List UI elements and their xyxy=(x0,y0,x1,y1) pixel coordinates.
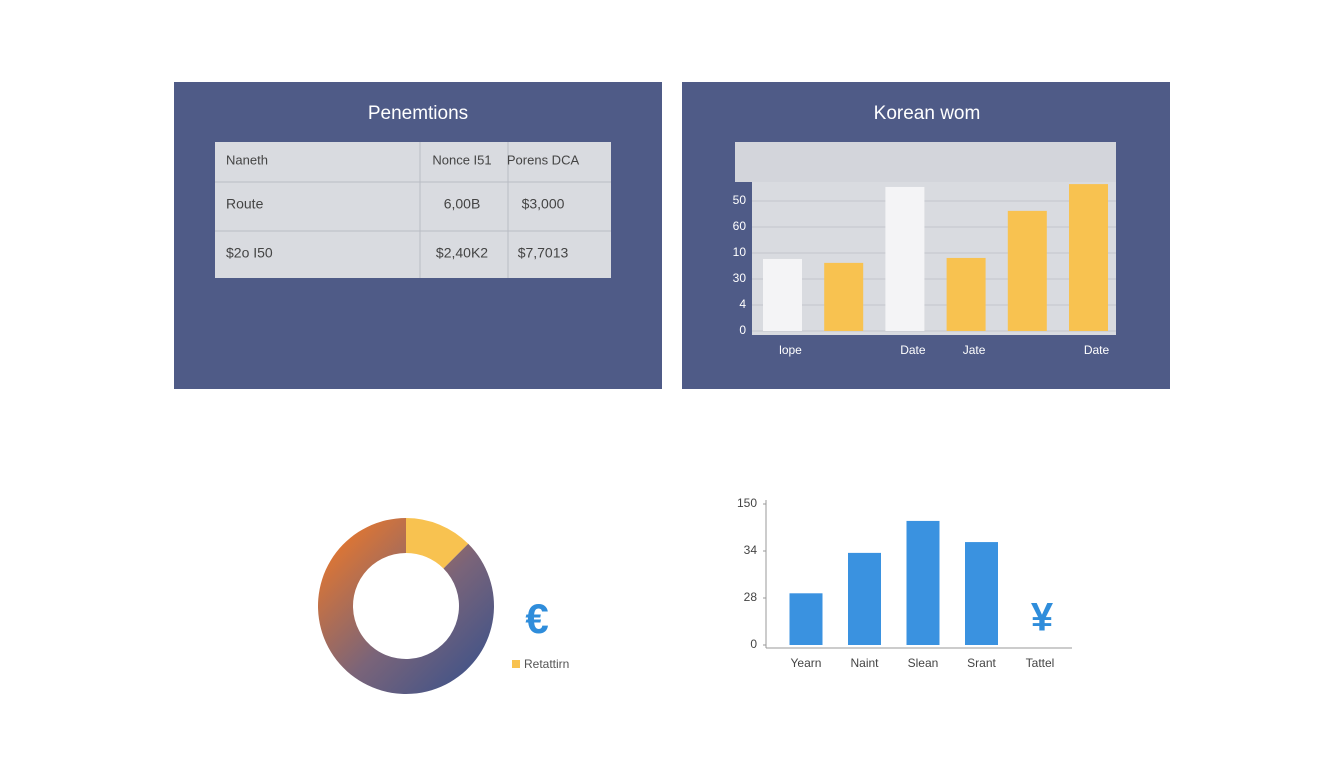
table-cell: 6,00B xyxy=(444,196,481,212)
legend-swatch xyxy=(512,660,520,668)
x-tick-label: Date xyxy=(900,343,926,357)
y-tick-label: 4 xyxy=(739,297,746,311)
currency-symbol: ¥ xyxy=(1031,596,1054,640)
table xyxy=(215,142,611,278)
bar xyxy=(763,258,802,331)
panel-title: Korean wom xyxy=(874,103,981,124)
x-tick-label: Yearn xyxy=(791,656,822,670)
x-tick-label: Naint xyxy=(850,656,879,670)
y-tick-label: 60 xyxy=(733,219,747,233)
table-cell: Route xyxy=(226,196,264,212)
table-header: Porens DCA xyxy=(507,152,580,167)
bar xyxy=(965,542,998,645)
panel-title: Penemtions xyxy=(368,103,468,124)
donut-segment xyxy=(406,518,469,569)
currency-symbol: € xyxy=(525,595,548,642)
y-tick-label: 50 xyxy=(733,193,747,207)
y-tick-label: 28 xyxy=(744,590,758,604)
donut-segment xyxy=(318,518,494,695)
y-tick-label: 150 xyxy=(737,496,757,510)
x-tick-label: Slean xyxy=(908,656,939,670)
bar xyxy=(885,186,925,331)
table-cell: $2,40K2 xyxy=(436,245,488,261)
table-cell: $2o I50 xyxy=(226,245,273,261)
x-tick-label: lope xyxy=(779,343,802,357)
bar xyxy=(906,520,940,645)
plot-area xyxy=(752,182,1116,335)
bar xyxy=(946,257,986,331)
x-tick-label: Srant xyxy=(967,656,996,670)
y-tick-label: 30 xyxy=(733,271,747,285)
table-header: Naneth xyxy=(226,152,268,167)
y-tick-label: 34 xyxy=(744,543,758,557)
y-tick-label: 10 xyxy=(733,245,747,259)
table-cell: $3,000 xyxy=(522,196,565,212)
x-tick-label: Date xyxy=(1084,343,1110,357)
y-tick-label: 0 xyxy=(750,637,757,651)
bar xyxy=(1007,210,1047,331)
legend-label: Retattirn xyxy=(524,657,569,671)
y-tick-label: 0 xyxy=(739,323,746,337)
x-tick-label: Jate xyxy=(963,343,986,357)
bar xyxy=(789,593,823,645)
bar xyxy=(824,262,864,331)
bar xyxy=(848,552,881,645)
bar xyxy=(1069,184,1108,331)
table-cell: $7,7013 xyxy=(518,245,569,261)
x-tick-label: Tattel xyxy=(1026,656,1055,670)
table-header: Nonce I51 xyxy=(432,152,491,167)
chart-header xyxy=(735,142,1116,182)
